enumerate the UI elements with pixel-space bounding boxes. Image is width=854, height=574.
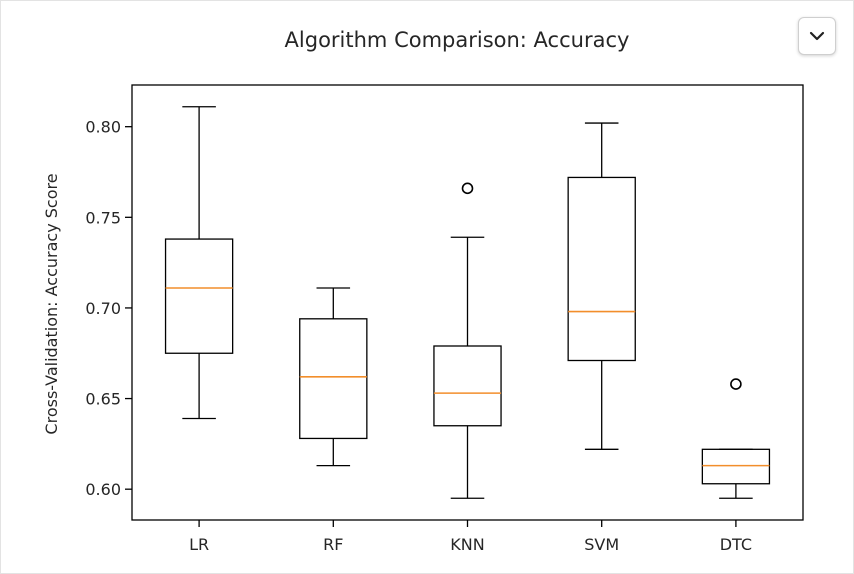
chart-title: Algorithm Comparison: Accuracy bbox=[285, 28, 630, 52]
y-tick-label: 0.75 bbox=[85, 208, 121, 227]
y-tick-label: 0.70 bbox=[85, 299, 121, 318]
x-tick-label: RF bbox=[323, 535, 343, 554]
x-tick-label: SVM bbox=[584, 535, 619, 554]
iqr-box bbox=[299, 318, 368, 440]
box-knn bbox=[433, 182, 502, 499]
iqr-box bbox=[701, 448, 771, 485]
y-axis: 0.60 0.65 0.70 0.75 0.80 bbox=[85, 118, 132, 499]
boxes-layer bbox=[164, 106, 771, 499]
x-tick-label: KNN bbox=[450, 535, 484, 554]
y-axis-label: Cross-Validation: Accuracy Score bbox=[42, 173, 61, 434]
box-dtc bbox=[701, 378, 771, 499]
chart-menu-button[interactable] bbox=[798, 17, 836, 55]
iqr-box bbox=[567, 176, 636, 362]
outlier-point bbox=[461, 182, 474, 195]
iqr-box bbox=[433, 345, 502, 427]
x-tick-label: LR bbox=[189, 535, 209, 554]
outlier-point bbox=[730, 378, 742, 390]
y-tick-label: 0.65 bbox=[85, 390, 121, 409]
x-tick-label: DTC bbox=[720, 535, 752, 554]
iqr-box bbox=[164, 238, 234, 354]
x-axis: LR RF KNN SVM DTC bbox=[189, 520, 752, 554]
y-tick-label: 0.60 bbox=[85, 480, 121, 499]
box-lr bbox=[164, 106, 234, 420]
box-rf bbox=[299, 287, 368, 467]
y-tick-label: 0.80 bbox=[85, 118, 121, 137]
box-svm bbox=[567, 122, 636, 450]
chevron-down-icon bbox=[809, 31, 825, 41]
